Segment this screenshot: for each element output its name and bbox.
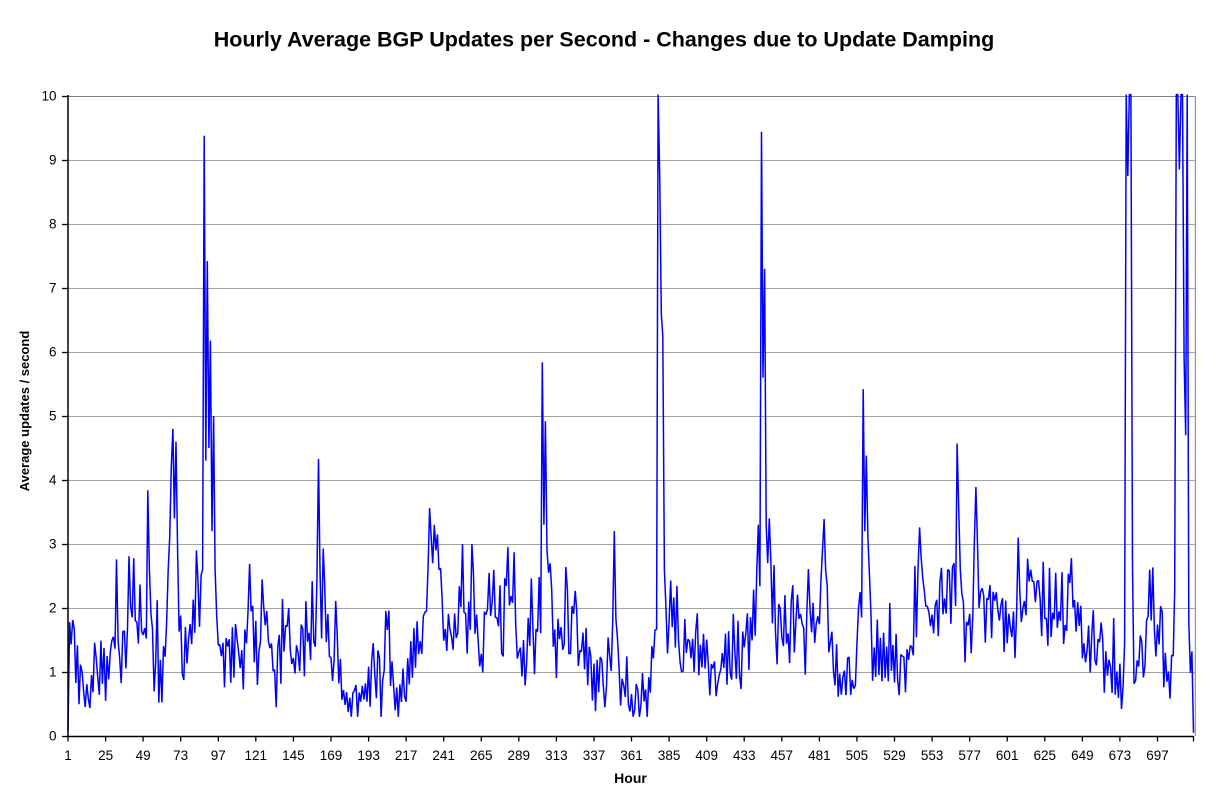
- svg-text:385: 385: [658, 748, 681, 763]
- svg-text:505: 505: [846, 748, 869, 763]
- svg-text:433: 433: [733, 748, 756, 763]
- svg-text:625: 625: [1034, 748, 1057, 763]
- svg-text:2: 2: [49, 601, 57, 616]
- svg-text:289: 289: [508, 748, 531, 763]
- svg-text:Hour: Hour: [614, 770, 647, 786]
- svg-text:73: 73: [173, 748, 188, 763]
- svg-text:1: 1: [49, 665, 57, 680]
- svg-text:3: 3: [49, 537, 57, 552]
- svg-text:169: 169: [320, 748, 343, 763]
- svg-text:7: 7: [49, 281, 57, 296]
- svg-text:0: 0: [49, 729, 57, 744]
- svg-text:193: 193: [357, 748, 380, 763]
- svg-text:673: 673: [1109, 748, 1132, 763]
- svg-text:9: 9: [49, 153, 57, 168]
- svg-text:49: 49: [136, 748, 151, 763]
- svg-text:97: 97: [211, 748, 226, 763]
- svg-text:217: 217: [395, 748, 418, 763]
- svg-text:601: 601: [996, 748, 1019, 763]
- svg-text:25: 25: [98, 748, 113, 763]
- svg-text:6: 6: [49, 345, 57, 360]
- svg-text:10: 10: [41, 89, 56, 104]
- svg-text:Average updates / second: Average updates / second: [17, 331, 32, 492]
- svg-text:8: 8: [49, 217, 57, 232]
- svg-text:241: 241: [432, 748, 455, 763]
- svg-text:121: 121: [245, 748, 268, 763]
- svg-text:409: 409: [695, 748, 718, 763]
- svg-text:145: 145: [282, 748, 305, 763]
- svg-text:313: 313: [545, 748, 568, 763]
- svg-text:337: 337: [583, 748, 606, 763]
- svg-text:5: 5: [49, 409, 57, 424]
- svg-text:553: 553: [921, 748, 944, 763]
- svg-text:577: 577: [958, 748, 981, 763]
- svg-text:697: 697: [1146, 748, 1169, 763]
- svg-text:1: 1: [64, 748, 72, 763]
- svg-text:481: 481: [808, 748, 831, 763]
- svg-text:361: 361: [620, 748, 643, 763]
- svg-text:457: 457: [771, 748, 794, 763]
- svg-text:649: 649: [1071, 748, 1094, 763]
- svg-text:4: 4: [49, 473, 57, 488]
- svg-text:529: 529: [883, 748, 906, 763]
- svg-text:Hourly Average BGP Updates per: Hourly Average BGP Updates per Second - …: [214, 28, 995, 52]
- svg-text:265: 265: [470, 748, 493, 763]
